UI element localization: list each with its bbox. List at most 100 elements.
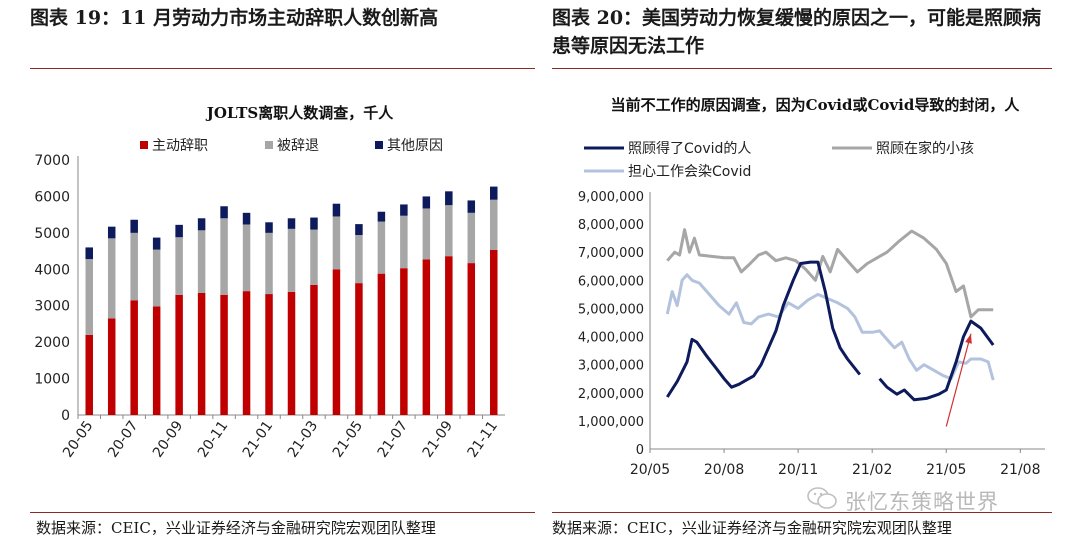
bar-21-10-s1 [467, 212, 476, 264]
y-tick-label: 3000 [34, 299, 70, 315]
bar-21-03-s2 [310, 217, 318, 230]
x-tick-label: 21-03 [285, 418, 321, 461]
bar-21-04-s1 [332, 216, 341, 270]
right-source-note: 数据来源：CEIC，兴业证券经济与金融研究院宏观团队整理 [552, 519, 952, 537]
bar-21-02-s0 [287, 291, 296, 415]
x-tick-label: 20-05 [60, 418, 96, 461]
bar-21-01-s2 [265, 222, 273, 233]
bar-20-10-s2 [197, 218, 206, 231]
legend-label-1: 照顾在家的小孩 [876, 140, 974, 157]
wechat-icon [807, 487, 837, 509]
bar-20-09-s2 [175, 224, 183, 238]
bar-20-08-s2 [152, 237, 161, 250]
bar-20-11-s0 [220, 294, 228, 415]
y-tick-label: 6,000,000 [578, 274, 644, 289]
bar-21-09-s0 [445, 256, 453, 415]
y-tick-label: 5000 [34, 226, 70, 242]
bar-21-04-s2 [332, 203, 341, 217]
y-tick-label: 6000 [34, 189, 70, 205]
bar-21-05-s0 [355, 283, 363, 415]
y-tick-label: 9,000,000 [578, 190, 644, 205]
bar-20-05-s1 [85, 259, 93, 335]
bar-20-05-s0 [85, 334, 93, 415]
legend-label-0: 照顾得了Covid的人 [628, 140, 751, 157]
x-tick-label: 21-05 [330, 418, 366, 461]
x-tick-label: 20-09 [150, 418, 186, 461]
legend-swatch-2 [375, 141, 383, 149]
series-line-0-seg0 [666, 260, 861, 398]
bar-21-04-s0 [332, 269, 341, 415]
x-tick-label: 21-09 [420, 418, 456, 461]
bar-20-12-s1 [242, 224, 251, 292]
x-tick-label: 20/08 [704, 462, 744, 478]
left-title-rule [30, 68, 535, 69]
bar-21-03-s0 [310, 284, 318, 415]
bar-21-01-s1 [265, 232, 273, 295]
annotation-arrow-head [965, 333, 972, 344]
legend-label-2: 担心工作会染Covid [628, 164, 751, 180]
y-tick-label: 4000 [34, 262, 70, 278]
bar-21-07-s1 [400, 215, 408, 269]
jolts-stacked-bar-chart: 主动辞职 被辞退 其他原因 0 1000 2000 3000 4000 5000 6000 7000… [34, 138, 505, 461]
bar-20-11-s1 [220, 218, 228, 295]
bar-20-10-s1 [197, 230, 206, 293]
bar-20-07-s0 [130, 300, 138, 415]
y-tick-label: 1,000,000 [578, 415, 644, 430]
bar-21-09-s2 [445, 191, 453, 206]
bar-20-12-s0 [242, 291, 251, 415]
bar-21-06-s1 [377, 221, 386, 274]
y-tick-label: 1000 [34, 372, 70, 388]
bar-21-05-s2 [355, 224, 363, 236]
y-tick-label: 7,000,000 [578, 246, 644, 261]
x-tick-label: 21/02 [852, 462, 892, 478]
left-chart-title: JOLTS离职人数调查，千人 [206, 104, 394, 122]
x-tick-label: 21-11 [465, 418, 501, 461]
legend-label-2: 其他原因 [387, 138, 443, 154]
bar-21-09-s1 [445, 205, 453, 257]
bar-21-05-s1 [355, 235, 363, 284]
y-tick-label: 0 [636, 443, 644, 458]
x-tick-label: 20/05 [630, 462, 670, 478]
bar-21-11-s0 [490, 249, 498, 415]
bar-21-03-s1 [310, 229, 318, 285]
bar-20-09-s1 [175, 237, 183, 295]
bar-21-01-s0 [265, 294, 273, 415]
y-tick-label: 4,000,000 [578, 331, 644, 346]
x-tick-label: 21/08 [1000, 462, 1040, 478]
bar-20-06-s2 [107, 226, 116, 239]
right-source-rule [552, 512, 1052, 513]
legend-label-1: 被辞退 [277, 138, 319, 154]
right-title-rule [552, 68, 1052, 69]
series-line-1-seg0 [666, 228, 994, 319]
y-tick-label: 2000 [34, 335, 70, 351]
bar-20-07-s2 [130, 219, 138, 233]
bar-21-02-s1 [287, 228, 296, 292]
bar-21-07-s0 [400, 268, 408, 415]
x-tick-label: 21-01 [240, 418, 276, 461]
right-figure-title: 图表 20：美国劳动力恢复缓慢的原因之一，可能是照顾病患等原因无法工作 [552, 7, 1042, 57]
bar-20-06-s1 [107, 238, 116, 319]
legend-swatch-0 [140, 141, 148, 149]
y-tick-label: 5,000,000 [578, 302, 644, 317]
bar-21-07-s2 [400, 204, 408, 216]
bar-20-08-s0 [152, 306, 161, 415]
series-line-0-seg1 [878, 319, 995, 402]
bar-21-10-s2 [467, 200, 476, 213]
right-chart-title: 当前不工作的原因调查，因为Covid或Covid导致的封闭，人 [610, 96, 1020, 114]
bar-20-07-s1 [130, 232, 138, 301]
bar-20-08-s1 [152, 249, 161, 307]
left-figure-title: 图表 19：11 月劳动力市场主动辞职人数创新高 [30, 7, 439, 29]
bar-20-06-s0 [107, 318, 116, 415]
y-tick-label: 7000 [34, 153, 70, 169]
x-tick-label: 21-07 [375, 418, 411, 461]
x-tick-label: 20-07 [105, 418, 141, 461]
legend-label-0: 主动辞职 [152, 138, 208, 154]
x-tick-label: 21/05 [926, 462, 966, 478]
bar-20-09-s0 [175, 294, 183, 415]
watermark-text: 张忆东策略世界 [845, 490, 999, 514]
bar-20-10-s0 [197, 292, 206, 415]
bar-21-06-s2 [377, 211, 386, 222]
bar-21-08-s1 [422, 208, 431, 260]
y-tick-label: 3,000,000 [578, 359, 644, 374]
